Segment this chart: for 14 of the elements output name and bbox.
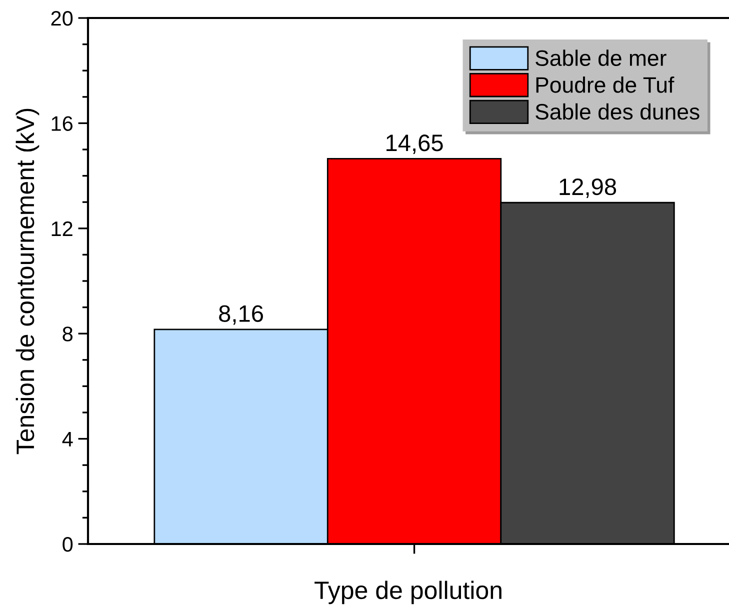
legend-label: Sable de mer bbox=[536, 50, 666, 66]
data-label: 8,16 bbox=[219, 305, 263, 325]
y-tick-label: 20 bbox=[51, 11, 73, 26]
y-tick-label: 4 bbox=[62, 432, 73, 446]
y-tick-label: 8 bbox=[62, 326, 73, 342]
y-tick-label: 12 bbox=[52, 221, 72, 236]
data-label: 12,98 bbox=[560, 178, 616, 198]
legend-label: Poudre de Tuf bbox=[536, 76, 674, 93]
y-axis-title: Tension de contournement (kV) bbox=[16, 108, 40, 454]
data-label: 14,65 bbox=[386, 134, 443, 154]
legend-label: Sable des dunes bbox=[536, 103, 700, 120]
x-axis-title: Type de pollution bbox=[314, 580, 502, 604]
y-tick-label: 16 bbox=[52, 116, 73, 131]
y-tick-label: 0 bbox=[62, 537, 73, 552]
